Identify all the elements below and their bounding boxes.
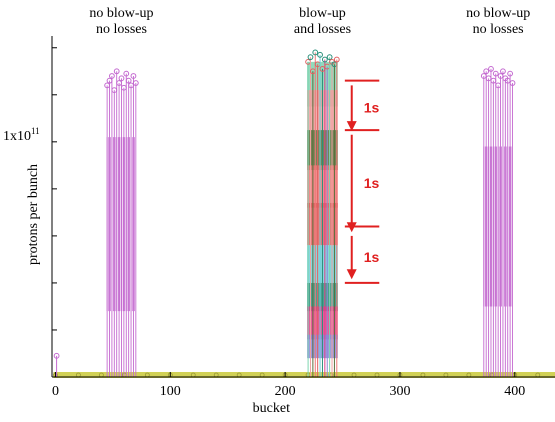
x-tick-label: 0 <box>52 384 59 399</box>
group-label-line: no blow-up <box>466 6 530 21</box>
group-label: no blow-up no losses <box>89 6 153 37</box>
axes <box>51 36 555 378</box>
bunch-marker <box>113 68 120 75</box>
y-tick-exponent: 11 <box>31 126 40 136</box>
annotation-arrow-head <box>346 121 357 132</box>
baseline-band <box>53 372 555 378</box>
bunch-marker <box>123 70 130 77</box>
y-tick-label: 1x1011 <box>3 126 40 144</box>
bunch-marker <box>326 54 333 61</box>
y-tick-mantissa: 1x10 <box>3 129 31 144</box>
bunch-marker <box>492 70 499 77</box>
bunch-marker <box>125 77 132 84</box>
bunch-marker <box>333 56 340 63</box>
bunch-marker <box>509 80 516 86</box>
group-label-line: no blow-up <box>89 6 153 21</box>
bunch-marker <box>321 56 328 63</box>
group-label: blow-up and losses <box>294 6 351 37</box>
bunch-marker <box>118 75 125 82</box>
annotation-label: 1s <box>364 100 380 116</box>
group-label: no blow-up no losses <box>466 6 530 37</box>
bunch-marker <box>132 80 139 86</box>
single-bunch-marker <box>53 352 60 359</box>
ticks-layer: 0 100 200 300 400 <box>52 47 525 399</box>
bunch-marker <box>307 54 314 61</box>
bunch-marker <box>500 68 506 75</box>
bunch-marker <box>109 73 115 79</box>
x-axis-label: bucket <box>253 401 290 416</box>
x-tick-label: 300 <box>389 384 410 399</box>
group-label-line: and losses <box>294 22 351 37</box>
group-label-line: no losses <box>96 22 147 37</box>
x-tick-label: 100 <box>160 384 181 399</box>
bunch-marker <box>317 51 323 58</box>
annotation-label: 1s <box>364 175 380 191</box>
annotation-arrow-head <box>346 222 357 233</box>
annotation-arrow-head <box>346 269 357 280</box>
bunch-marker <box>130 73 137 79</box>
annotation-label: 1s <box>364 249 380 265</box>
bunch-marker <box>483 68 490 75</box>
bars-layer <box>53 49 555 378</box>
bunch-marker <box>488 66 494 72</box>
labels-layer: bucket protons per bunch 1x1011 no blow-… <box>3 6 530 416</box>
group-label-line: no losses <box>473 22 524 37</box>
bunch-marker <box>312 49 319 56</box>
y-axis-label: protons per bunch <box>26 164 41 265</box>
group-label-line: blow-up <box>299 6 346 21</box>
x-tick-label: 400 <box>504 384 525 399</box>
bunch-marker <box>507 70 514 77</box>
annotations-layer: 1s 1s 1s <box>344 79 380 284</box>
x-tick-label: 200 <box>275 384 296 399</box>
